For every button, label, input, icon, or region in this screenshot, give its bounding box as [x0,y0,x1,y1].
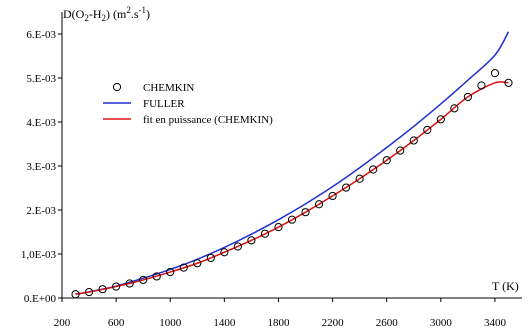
chemkin-point [382,156,391,165]
x-ticks: 200 600 1000 1400 1800 2200 2600 3000 3400 [54,298,507,329]
chemkin-point [152,272,161,281]
series-line-2 [75,81,509,296]
chemkin-point [314,200,324,209]
chemkin-point [287,215,297,224]
chemkin-point [409,136,418,145]
chemkin-point [396,146,405,155]
chemkin-point [450,104,459,113]
chemkin-point [328,191,337,201]
chemkin-point [423,125,432,135]
chemkin-point [301,208,310,217]
y-tick-label: 3.E-03 [26,161,56,173]
chemkin-point [233,242,242,251]
x-tick-label: 2600 [376,317,399,329]
x-tick-label: 1800 [267,317,290,329]
chemkin-point [490,69,500,78]
chemkin-point [166,267,175,277]
chemkin-point [220,248,229,257]
y-axis-title: D(O2-H2) (m2.s-1) [63,5,150,23]
chemkin-point [84,287,94,297]
x-tick-label: 1400 [213,317,236,329]
chemkin-point [112,282,121,291]
x-tick-label: 2200 [322,317,345,329]
chemkin-point [247,236,256,245]
y-ticks: 0.E+00 1,0E-03 2.E-03 3.E-03 4.E-03 5.E-03 6.E… [21,29,62,305]
chemkin-point [179,263,188,272]
legend-label-0: CHEMKIN [143,82,194,94]
legend-label-1: FULLER [143,98,185,110]
x-tick-label: 3000 [430,317,453,329]
chemkin-point [274,223,283,232]
legend-marker-chemkin [112,82,122,92]
x-tick-label: 1000 [159,317,182,329]
chemkin-point [125,279,134,288]
y-tick-label: 5.E-03 [26,73,56,85]
legend: CHEMKIN FULLER fit en puissance (CHEMKIN) [103,82,273,126]
y-tick-label: 6.E-03 [26,29,56,41]
x-axis-title: T (K) [492,279,519,293]
x-tick-label: 200 [54,317,71,329]
x-tick-label: 600 [108,317,125,329]
chemkin-point [369,165,378,174]
chemkin-point [98,285,107,294]
chemkin-point [139,275,148,285]
chemkin-point [477,81,486,90]
x-tick-label: 3400 [484,317,507,329]
chemkin-point [436,115,445,124]
y-tick-label: 2.E-03 [26,205,56,217]
chemkin-point [206,253,215,263]
y-tick-label: 0.E+00 [24,293,57,305]
axes [61,12,522,299]
chemkin-point [193,259,202,268]
series-lines [75,31,510,296]
chemkin-point [355,174,364,183]
y-tick-label: 1,0E-03 [21,249,57,261]
chemkin-point [71,290,80,299]
series-line-1 [75,31,510,295]
y-tick-label: 4.E-03 [26,117,56,129]
chemkin-point [342,183,351,192]
chemkin-point [504,78,513,87]
chemkin-point [260,229,270,238]
series-markers [71,69,513,299]
chemkin-point [463,92,472,102]
legend-label-2: fit en puissance (CHEMKIN) [143,114,273,126]
